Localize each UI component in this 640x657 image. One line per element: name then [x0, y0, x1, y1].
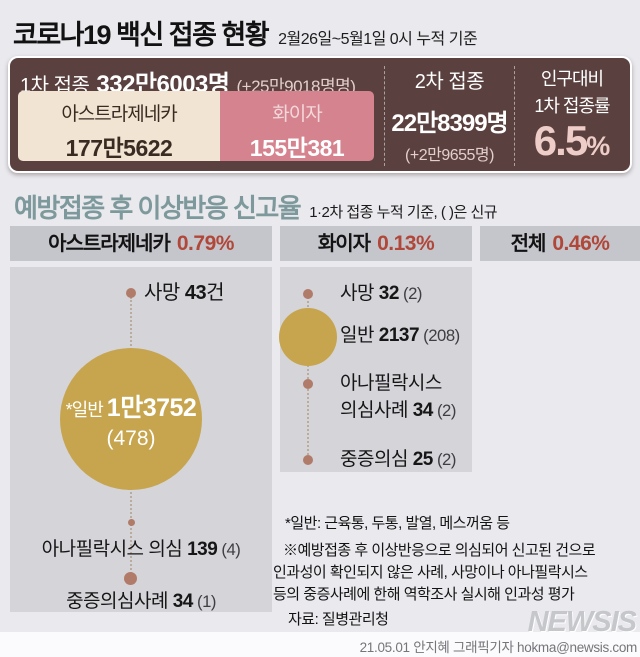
- az-box-name: 아스트라제네카: [61, 104, 177, 125]
- pfizer-header-name: 화이자: [317, 233, 371, 255]
- pfizer-general-text: 일반: [340, 325, 379, 346]
- az-general-label: *일반: [65, 399, 107, 420]
- az-severe-value: 34: [172, 591, 194, 612]
- pfizer-box-name: 화이자: [272, 104, 322, 125]
- pfizer-general-new: (208): [419, 326, 460, 345]
- pfizer-general-label: 일반 2137 (208): [340, 324, 460, 348]
- pfizer-death-value: 32: [378, 283, 400, 304]
- panel-divider-1: [384, 66, 385, 166]
- pfizer-severe-text: 중증의심: [340, 449, 413, 470]
- az-death-suffix: 건: [206, 282, 225, 304]
- pfizer-anaphylaxis-text: 의심사례: [340, 400, 413, 421]
- section-subtitle: 1·2차 접종 누적 기준, ( )은 신규: [309, 204, 498, 221]
- dose2-value: 22만8399명: [391, 110, 508, 137]
- header: 코로나19 백신 접종 현황 2월26일~5월1일 0시 누적 기준: [13, 13, 478, 52]
- total-header-rate: 0.46%: [552, 232, 610, 255]
- az-anaphylaxis-value: 139: [187, 539, 218, 560]
- az-column-header: 아스트라제네카 0.79%: [10, 226, 272, 261]
- total-column-header: 전체 0.46%: [480, 226, 640, 261]
- pfizer-death-text: 사망: [340, 283, 379, 304]
- newsis-logo: NEWSIS: [527, 606, 637, 638]
- pfizer-severe-new: (2): [432, 450, 456, 469]
- az-general-new: (478): [106, 426, 156, 450]
- pfizer-severe-dot: [303, 455, 313, 465]
- pfizer-death-new: (2): [398, 284, 422, 303]
- az-severe-dot: [124, 572, 137, 585]
- footnote-note-line2: 인과성이 확인되지 않은 사례, 사망이나 아나필락시스: [273, 564, 588, 581]
- az-death-dot: [126, 288, 136, 298]
- az-general-bubble: *일반 1만3752 (478): [60, 348, 202, 490]
- dose2-delta: (+2만9655명): [405, 147, 494, 164]
- az-death-label: 사망 43건: [144, 281, 225, 305]
- section-header: 예방접종 후 이상반응 신고율 1·2차 접종 누적 기준, ( )은 신규: [14, 188, 498, 225]
- az-severe-new: (1): [192, 592, 216, 611]
- pfizer-anaphylaxis-value: 34: [412, 400, 434, 421]
- total-header-name: 전체: [510, 233, 547, 255]
- az-severe-text: 중증의심사례: [66, 591, 173, 612]
- az-death-text: 사망: [144, 282, 185, 304]
- az-header-name: 아스트라제네카: [48, 233, 171, 255]
- az-box-value: 177만5622: [65, 135, 173, 161]
- section-title: 예방접종 후 이상반응 신고율: [14, 193, 302, 223]
- az-anaphylaxis-new: (4): [217, 540, 241, 559]
- panel-divider-2: [514, 66, 515, 166]
- pfizer-dose1-box: 화이자 155만381: [220, 91, 374, 161]
- az-general-line: *일반 1만3752: [60, 388, 202, 424]
- footnote-general: *일반: 근육통, 두통, 발열, 메스꺼움 등: [285, 515, 510, 532]
- az-anaphylaxis-label: 아나필락시스 의심 139 (4): [10, 538, 272, 562]
- az-severe-label: 중증의심사례 34 (1): [10, 590, 272, 614]
- pfizer-column-body: [280, 267, 472, 472]
- pfizer-anaphylaxis-label-line2: 의심사례 34 (2): [340, 399, 456, 423]
- rate-label-line2: 1차 접종률: [534, 96, 610, 116]
- pfizer-severe-label: 중증의심 25 (2): [340, 448, 456, 472]
- source-label: 자료: 질병관리청: [288, 611, 389, 628]
- pfizer-connector-line: [307, 297, 309, 459]
- dose2-block: 2차 접종 22만8399명 (+2만9655명): [385, 58, 514, 165]
- pfizer-header-rate: 0.13%: [377, 232, 435, 255]
- footnote-note-line3: 등의 중증사례에 한해 역학조사 실시해 인과성 평가: [273, 586, 575, 603]
- rate-value: 6.5: [533, 117, 588, 164]
- credit-line: 21.05.01 안지혜 그래픽기자 hokma@newsis.com: [359, 640, 638, 655]
- page-subtitle: 2월26일~5월1일 0시 누적 기준: [278, 31, 478, 48]
- pfizer-anaphylaxis-label-line1: 아나필락시스: [340, 373, 442, 394]
- pfizer-box-value: 155만381: [249, 135, 345, 161]
- dose2-label: 2차 접종: [414, 71, 485, 93]
- az-anaphylaxis-dot: [128, 519, 135, 526]
- pfizer-general-value: 2137: [378, 325, 420, 346]
- pfizer-general-bubble: [279, 308, 337, 366]
- page-title: 코로나19 백신 접종 현황: [13, 20, 270, 50]
- footnote-note-line1: ※예방접종 후 이상반응으로 의심되어 신고된 건으로: [283, 542, 596, 559]
- footer-strip: [0, 632, 640, 657]
- pfizer-anaphylaxis-dot: [303, 379, 313, 389]
- summary-panel: 1차 접종 332만6003명 (+25만9018명명) 아스트라제네카 177…: [8, 56, 632, 173]
- pfizer-death-label: 사망 32 (2): [340, 282, 422, 306]
- az-death-value: 43: [184, 282, 207, 304]
- rate-label-line1: 인구대비: [540, 69, 604, 89]
- rate-value-line: 6.5%: [515, 118, 629, 169]
- az-header-rate: 0.79%: [176, 232, 235, 255]
- population-rate-block: 인구대비 1차 접종률 6.5%: [515, 58, 629, 169]
- az-anaphylaxis-text: 아나필락시스 의심: [41, 539, 188, 560]
- rate-percent-sign: %: [586, 131, 611, 161]
- pfizer-severe-value: 25: [412, 449, 434, 470]
- az-dose1-box: 아스트라제네카 177만5622: [18, 91, 220, 161]
- pfizer-death-dot: [303, 289, 313, 299]
- pfizer-column-header: 화이자 0.13%: [280, 226, 472, 261]
- az-general-value: 1만3752: [106, 393, 197, 422]
- pfizer-anaphylaxis-new: (2): [432, 401, 456, 420]
